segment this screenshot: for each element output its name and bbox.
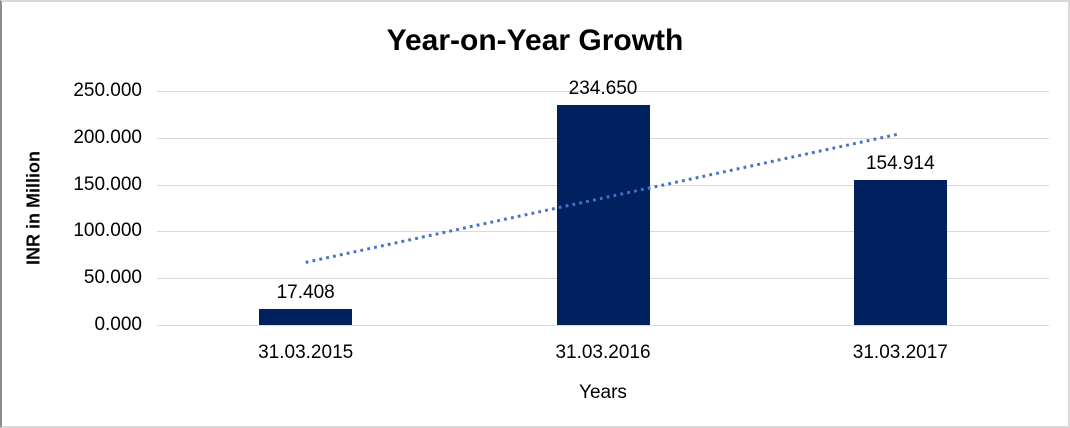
y-tick-label: 100.000 [73, 220, 142, 242]
bar [853, 180, 947, 325]
y-gridline [157, 325, 1049, 326]
x-category-label: 31.03.2016 [555, 342, 651, 363]
data-label: 154.914 [865, 153, 935, 174]
bar [556, 105, 650, 325]
y-gridline [157, 91, 1049, 92]
chart-title: Year-on-Year Growth [386, 24, 684, 57]
bar [259, 308, 353, 325]
x-category-label: 31.03.2015 [258, 342, 354, 363]
y-tick-label: 0.000 [94, 314, 142, 335]
y-tick-label: 50.000 [83, 267, 142, 289]
data-label: 234.650 [568, 78, 638, 100]
y-tick-label: 200.000 [73, 126, 142, 148]
y-tick-label: 150.000 [73, 173, 142, 195]
data-label: 17.408 [276, 281, 335, 303]
x-category-label: 31.03.2017 [852, 342, 948, 363]
x-axis-title: Years [579, 382, 627, 403]
y-tick-label: 250.000 [73, 80, 142, 101]
